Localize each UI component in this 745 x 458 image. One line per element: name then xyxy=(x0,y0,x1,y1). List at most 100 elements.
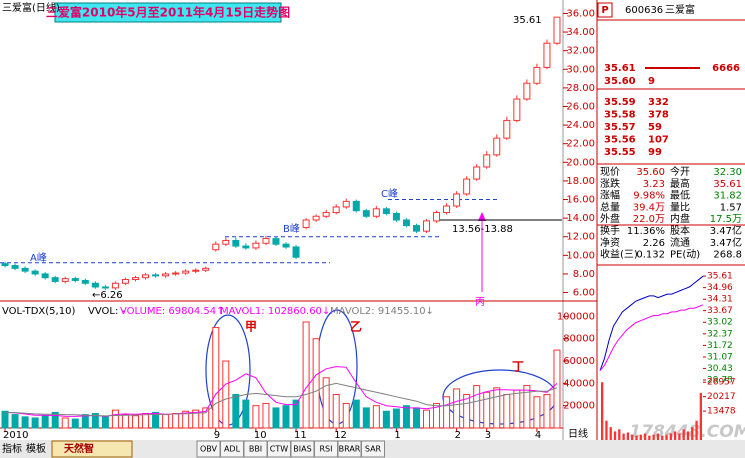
volume-bar xyxy=(1,410,9,429)
bid-volume: 99 xyxy=(648,147,662,158)
mini-volume-bar xyxy=(639,434,642,440)
stat-cell: 外盘 xyxy=(600,212,620,225)
y-tick-label: 30.43 xyxy=(707,364,733,374)
stat-cell: 现价 xyxy=(600,166,620,178)
stat-cell: 3.23 xyxy=(643,179,665,190)
stock-name: 三爱富 xyxy=(665,3,695,16)
stat-cell: 31.82 xyxy=(713,191,742,202)
volume-bar xyxy=(152,411,160,429)
candle-body xyxy=(412,225,420,232)
tab-label[interactable]: ADL xyxy=(224,445,241,454)
candle-body xyxy=(101,286,109,289)
period-label[interactable]: 日线 xyxy=(568,427,588,440)
legend-entry: MAVOL1: 102860.60↓ xyxy=(220,306,330,317)
volume-bar xyxy=(463,394,471,429)
volume-bar xyxy=(292,399,300,429)
volume-bar xyxy=(222,360,230,429)
y-tick-label: 34.96 xyxy=(707,283,733,293)
y-tick-label: 28.00 xyxy=(566,83,595,94)
mini-volume-bar xyxy=(622,433,625,440)
volume-bar xyxy=(252,405,260,429)
mini-volume-bar xyxy=(631,434,634,440)
volume-bar xyxy=(513,389,521,429)
tab-label[interactable]: CTW xyxy=(270,445,288,454)
mini-volume-bar xyxy=(605,420,608,440)
y-tick-label: 80000 xyxy=(563,334,595,345)
bid-volume: 107 xyxy=(648,135,669,146)
bid-volume: 59 xyxy=(648,122,662,133)
volume-bar xyxy=(382,410,390,429)
annotation: ←6.26 xyxy=(92,290,123,301)
candle-body xyxy=(402,219,410,227)
candle-body xyxy=(352,200,360,212)
tab-label[interactable]: BBI xyxy=(249,445,262,454)
volume-bar xyxy=(192,409,200,429)
candle-body xyxy=(192,269,200,272)
candle-body xyxy=(382,208,390,214)
toolbar-button[interactable]: 模板 xyxy=(26,442,46,455)
volume-bar xyxy=(41,415,49,429)
toolbar-button[interactable]: 指标 xyxy=(2,442,22,455)
volume-bar xyxy=(553,349,561,429)
volume-bar xyxy=(483,391,491,429)
candle-body xyxy=(41,273,49,279)
y-tick-label: 32.00 xyxy=(566,46,595,57)
candle-body xyxy=(202,267,210,271)
y-tick-label: 20.00 xyxy=(566,157,595,168)
mini-volume-bar xyxy=(665,434,668,440)
mini-volume-bar xyxy=(682,429,685,440)
tab-label[interactable]: OBV xyxy=(200,445,218,454)
x-tick-label: 3 xyxy=(485,430,491,441)
mini-volume-bar xyxy=(699,392,702,440)
candle-body xyxy=(11,265,19,269)
volume-bar xyxy=(121,414,129,429)
annotation: C峰 xyxy=(381,188,398,200)
stat-cell: 内盘 xyxy=(670,212,690,225)
volume-bar xyxy=(503,394,511,429)
tab-label[interactable]: BRAR xyxy=(339,445,361,454)
y-tick-label: 36.00 xyxy=(566,8,595,19)
volume-bar xyxy=(31,417,39,429)
volume-bar xyxy=(51,411,59,429)
y-tick-label: 31.72 xyxy=(707,341,733,351)
y-tick-label: 12.00 xyxy=(566,232,595,243)
tab-label[interactable]: SAR xyxy=(365,445,382,454)
volume-bar xyxy=(131,415,139,429)
volume-bar xyxy=(342,402,350,429)
volume-bar xyxy=(262,402,270,429)
tab-label[interactable]: RSI xyxy=(320,445,333,454)
x-tick-label: 10 xyxy=(254,430,267,441)
volume-bar xyxy=(412,407,420,429)
y-tick-label: 10.00 xyxy=(566,250,595,261)
volume-bar xyxy=(493,387,501,429)
stat-cell: 9.98% xyxy=(633,191,665,202)
candle-body xyxy=(443,205,451,214)
y-tick-label: 13478 xyxy=(707,407,736,417)
volume-label: VOL-TDX(5,10) xyxy=(2,306,75,317)
stat-cell: 今开 xyxy=(670,165,690,178)
tab[interactable] xyxy=(361,440,385,458)
mini-volume-bar xyxy=(643,433,647,440)
stat-cell: 涨跌 xyxy=(600,177,620,190)
logo-box xyxy=(51,440,133,458)
volume-bar xyxy=(523,385,531,429)
stat-cell: 换手 xyxy=(600,224,620,237)
y-tick-label: 22.00 xyxy=(566,139,595,150)
candle-body xyxy=(242,245,250,249)
stat-cell: 2.26 xyxy=(643,238,665,249)
volume-bar xyxy=(182,410,190,429)
tab-label[interactable]: BIAS xyxy=(293,445,311,454)
stat-cell: 22.0万 xyxy=(633,214,665,225)
volume-bar xyxy=(312,338,320,429)
candle-body xyxy=(342,200,350,208)
mini-volume-bar xyxy=(613,431,617,440)
candle-body xyxy=(332,206,340,214)
mini-volume-bar xyxy=(686,431,690,440)
volume-bar xyxy=(453,388,461,429)
mini-volume-bar xyxy=(609,427,612,440)
bid-price: 35.59 xyxy=(604,97,636,108)
x-tick-label: 1 xyxy=(394,430,400,441)
